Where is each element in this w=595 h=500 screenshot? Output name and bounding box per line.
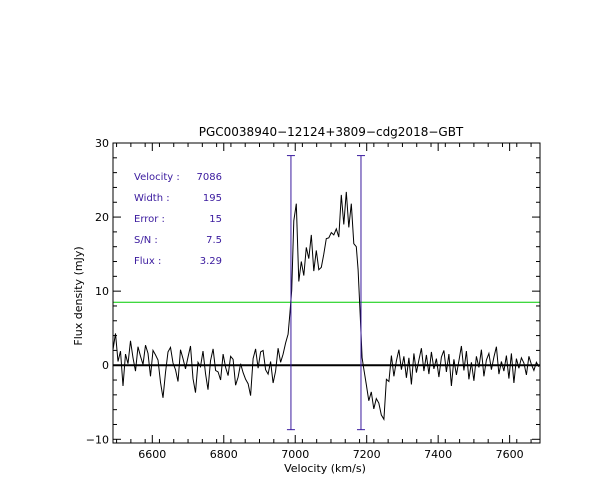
edge-marker-1 <box>286 155 295 431</box>
annotation-box: Velocity : 7086 Width : 195 Error : 15 S/N : 7.… <box>134 172 222 267</box>
annotation-label: S/N : <box>134 235 158 246</box>
annotation-label: Error : <box>134 214 165 225</box>
x-tick-label: 6800 <box>210 448 238 461</box>
y-axis-label: Flux density (mJy) <box>72 246 85 345</box>
annotation-label: Width : <box>134 193 170 204</box>
annotation-label: Velocity : <box>134 172 180 183</box>
axes: 6600 6800 7000 7200 7400 7600 −10 0 10 20 30 <box>86 137 541 461</box>
annotation-label: Flux : <box>134 256 161 267</box>
chart-title: PGC0038940−12124+3809−cdg2018−GBT <box>199 125 464 139</box>
annotation-value: 195 <box>203 193 222 204</box>
annotation-value: 7.5 <box>206 235 222 246</box>
x-tick-label: 7400 <box>424 448 452 461</box>
spectrum-line <box>113 191 540 421</box>
annotation-value: 7086 <box>197 172 222 183</box>
x-tick-label: 7600 <box>496 448 524 461</box>
annotation-value: 15 <box>209 214 222 225</box>
plot-frame <box>112 142 541 444</box>
x-tick-label: 6600 <box>138 448 166 461</box>
annotation-value: 3.29 <box>200 256 222 267</box>
y-tick-label: 0 <box>102 359 109 372</box>
plot-area <box>113 155 540 431</box>
x-axis-label: Velocity (km/s) <box>284 462 366 475</box>
x-tick-label: 7200 <box>353 448 381 461</box>
edge-marker-2 <box>356 155 365 431</box>
y-tick-label: 30 <box>95 137 109 150</box>
y-tick-label: 10 <box>95 285 109 298</box>
y-tick-label: −10 <box>86 433 109 446</box>
y-tick-label: 20 <box>95 211 109 224</box>
x-tick-label: 7000 <box>281 448 309 461</box>
